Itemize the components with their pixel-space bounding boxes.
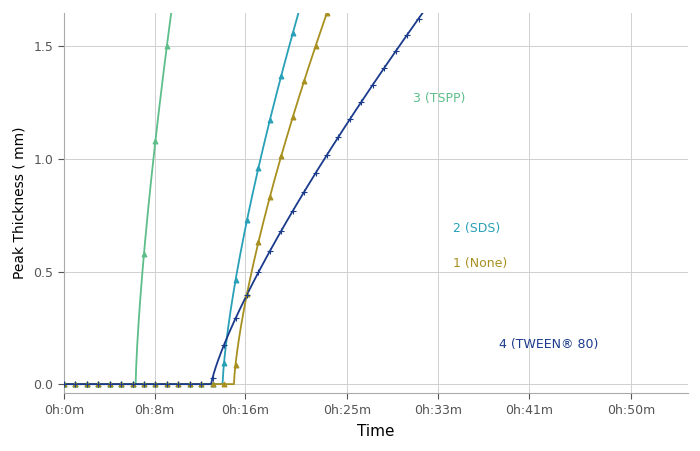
Y-axis label: Peak Thickness ( mm): Peak Thickness ( mm) [13,127,27,279]
Text: 1 (None): 1 (None) [453,257,508,270]
Text: 3 (TSPP): 3 (TSPP) [414,92,466,105]
Text: 4 (TWEEN® 80): 4 (TWEEN® 80) [498,338,598,351]
Text: 2 (SDS): 2 (SDS) [453,222,500,235]
X-axis label: Time: Time [357,423,394,438]
